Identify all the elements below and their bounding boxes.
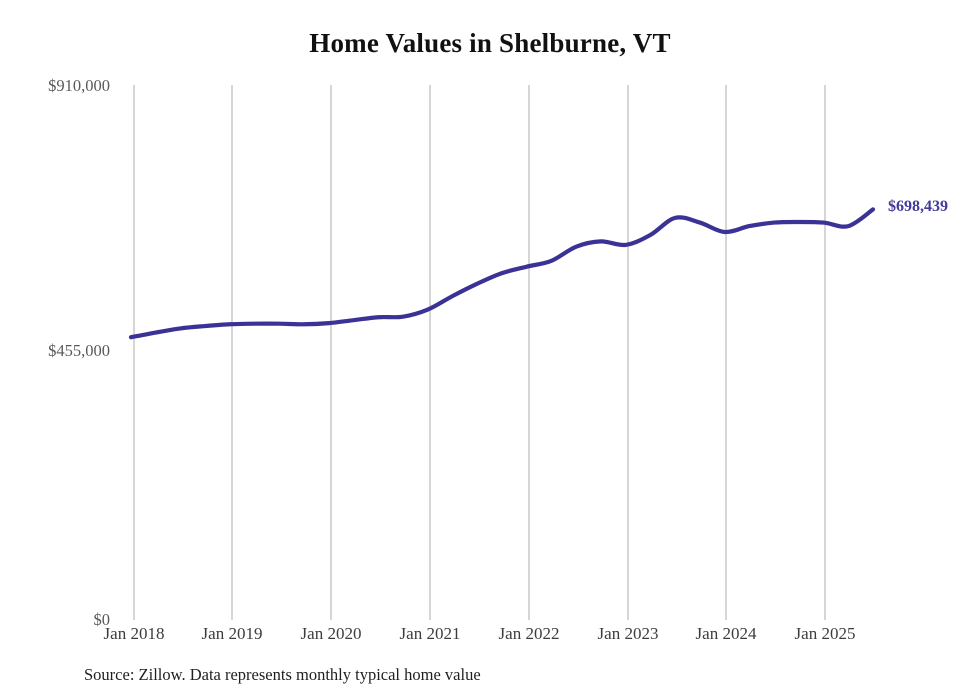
x-axis-tick-2: Jan 2020: [300, 624, 362, 643]
y-axis-tick-1: $455,000: [48, 341, 110, 360]
series-end-value-label: $698,439: [888, 198, 948, 216]
x-axis-tick-4: Jan 2022: [498, 624, 560, 643]
y-axis-tick-2: $0: [93, 610, 111, 629]
series-line-typical-home-value: [128, 207, 876, 340]
gridlines: [133, 85, 826, 620]
x-axis-tick-7: Jan 2025: [794, 624, 856, 643]
chart-title: Home Values in Shelburne, VT: [309, 28, 671, 58]
x-axis-tick-0: Jan 2018: [103, 624, 165, 643]
y-axis-tick-0: $910,000: [48, 76, 110, 95]
x-axis-tick-1: Jan 2019: [201, 624, 263, 643]
x-axis-tick-3: Jan 2021: [399, 624, 461, 643]
x-axis-tick-5: Jan 2023: [597, 624, 659, 643]
x-axis-tick-6: Jan 2024: [695, 624, 757, 643]
source-note: Source: Zillow. Data represents monthly …: [84, 665, 481, 684]
